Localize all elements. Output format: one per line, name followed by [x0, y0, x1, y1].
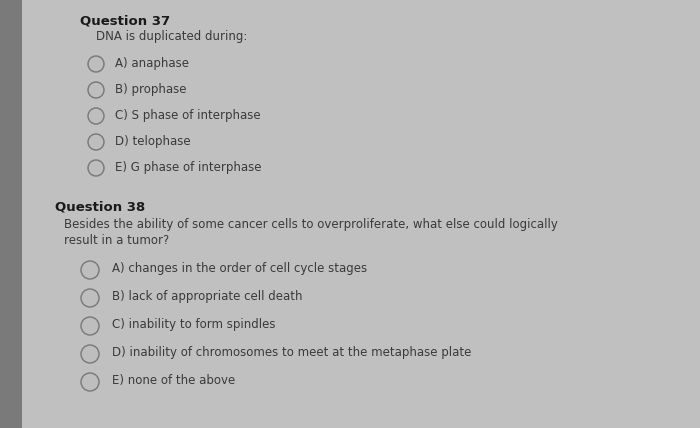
Text: D) telophase: D) telophase [115, 135, 190, 148]
Circle shape [81, 261, 99, 279]
Text: B) prophase: B) prophase [115, 83, 186, 96]
Circle shape [81, 317, 99, 335]
Circle shape [81, 289, 99, 307]
Circle shape [88, 82, 104, 98]
Circle shape [88, 108, 104, 124]
Text: B) lack of appropriate cell death: B) lack of appropriate cell death [112, 290, 302, 303]
Text: A) changes in the order of cell cycle stages: A) changes in the order of cell cycle st… [112, 262, 367, 275]
Text: Question 38: Question 38 [55, 200, 146, 213]
Text: C) inability to form spindles: C) inability to form spindles [112, 318, 276, 331]
Bar [0, 0, 22, 428]
Text: E) none of the above: E) none of the above [112, 374, 235, 387]
Text: Question 37: Question 37 [80, 14, 170, 27]
Text: D) inability of chromosomes to meet at the metaphase plate: D) inability of chromosomes to meet at t… [112, 346, 471, 359]
Circle shape [88, 160, 104, 176]
Text: E) G phase of interphase: E) G phase of interphase [115, 161, 262, 174]
Circle shape [88, 56, 104, 72]
Text: result in a tumor?: result in a tumor? [64, 234, 169, 247]
Circle shape [81, 345, 99, 363]
Text: DNA is duplicated during:: DNA is duplicated during: [96, 30, 247, 43]
Circle shape [81, 373, 99, 391]
Text: C) S phase of interphase: C) S phase of interphase [115, 109, 260, 122]
Circle shape [88, 134, 104, 150]
Text: A) anaphase: A) anaphase [115, 57, 189, 70]
Text: Besides the ability of some cancer cells to overproliferate, what else could log: Besides the ability of some cancer cells… [64, 218, 558, 231]
